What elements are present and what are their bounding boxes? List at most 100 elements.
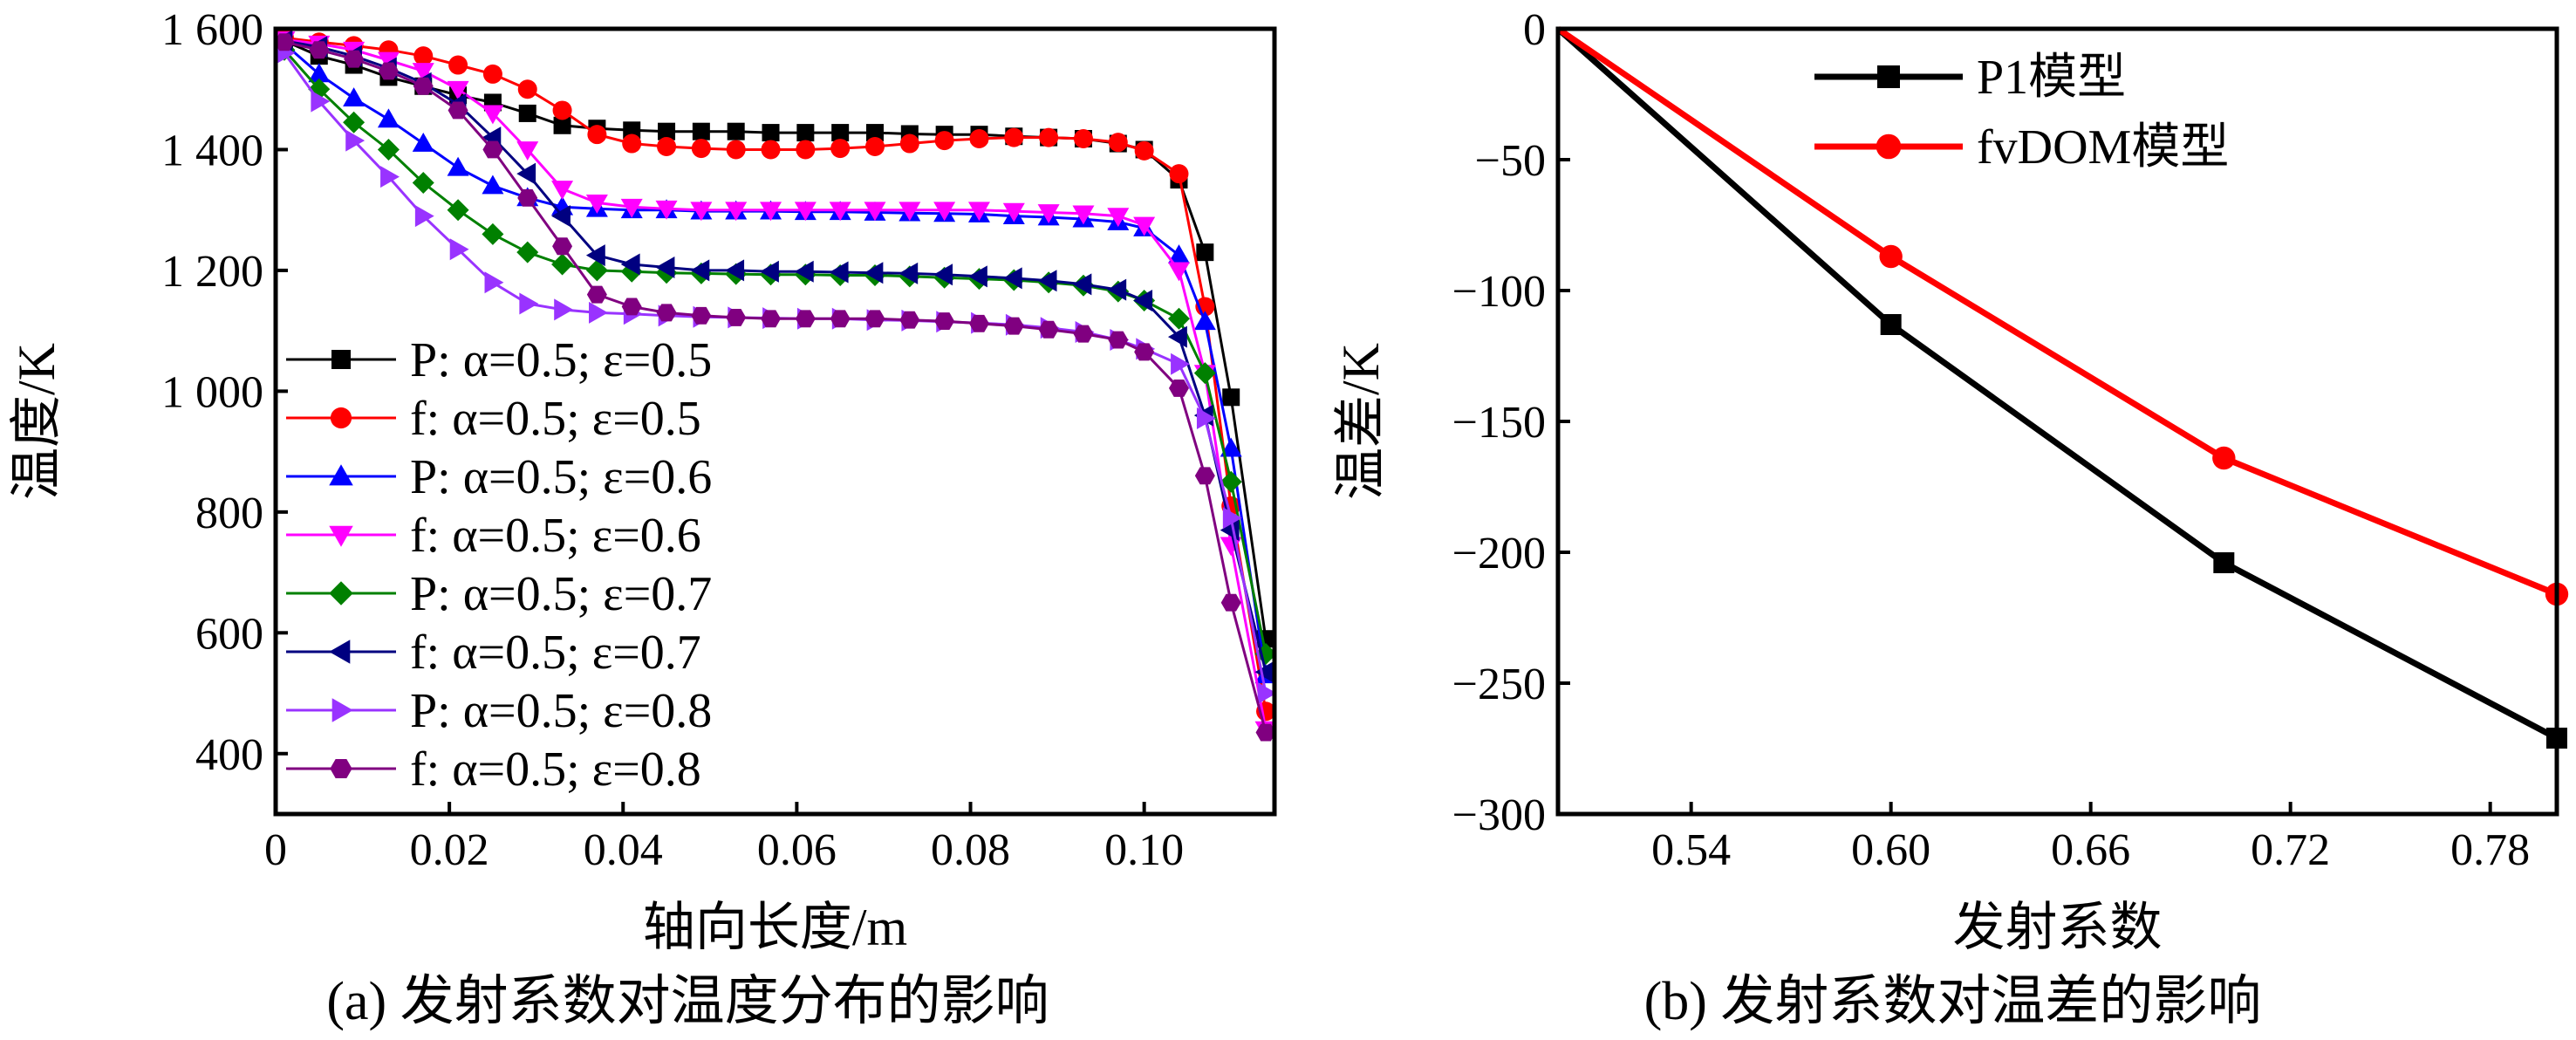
y-tick-label: 0 — [1523, 5, 1546, 55]
legend-label: P: α=0.5; ε=0.8 — [410, 684, 712, 738]
data-point — [412, 63, 434, 82]
data-point — [377, 138, 400, 161]
data-point — [899, 202, 921, 222]
data-point — [864, 310, 885, 328]
data-point — [691, 306, 712, 325]
data-point — [690, 202, 713, 222]
legend-marker — [331, 350, 351, 369]
data-point — [343, 111, 366, 133]
data-point — [551, 181, 574, 200]
legend-label: P1模型 — [1977, 51, 2126, 105]
data-point — [1072, 205, 1095, 225]
x-tick-label: 0 — [264, 825, 287, 875]
data-point — [794, 202, 817, 222]
legend-entry: P: α=0.5; ε=0.5 — [286, 333, 712, 387]
data-point — [585, 244, 605, 267]
data-point — [413, 77, 434, 95]
data-point — [761, 310, 782, 328]
data-point — [1107, 208, 1130, 228]
data-point — [796, 124, 815, 142]
data-point — [345, 129, 366, 152]
legend-label: fvDOM模型 — [1977, 120, 2229, 174]
legend-entry: fvDOM模型 — [1814, 120, 2229, 174]
data-point — [761, 140, 781, 160]
data-point — [1073, 325, 1094, 343]
data-point — [725, 202, 748, 222]
legend-label: f: α=0.5; ε=0.5 — [410, 392, 701, 446]
data-point — [620, 198, 643, 218]
data-point — [829, 261, 849, 284]
x-tick-label: 0.78 — [2450, 825, 2530, 875]
legend-marker — [331, 698, 353, 722]
data-point — [967, 202, 990, 222]
data-point — [899, 133, 919, 154]
data-point — [1220, 470, 1242, 493]
data-point — [482, 105, 504, 125]
data-point — [1072, 273, 1092, 296]
y-tick-label: 800 — [195, 489, 263, 538]
data-point — [1133, 216, 1156, 236]
data-point — [967, 265, 987, 288]
data-point — [620, 253, 640, 276]
data-point — [482, 64, 502, 84]
data-point — [448, 55, 468, 75]
data-point — [690, 259, 710, 282]
data-point — [830, 139, 851, 159]
data-point — [899, 262, 919, 284]
data-point — [311, 90, 331, 113]
chart-panel-b: 0.54 0.60 0.66 0.72 0.78 −300 −250 −200 −150 −100… — [1332, 5, 2569, 1031]
data-point — [760, 260, 779, 283]
data-point — [726, 308, 747, 326]
data-point — [2213, 552, 2235, 573]
y-tick-label: −250 — [1452, 660, 1546, 709]
y-tick-label: −50 — [1475, 136, 1546, 186]
data-point — [1196, 407, 1216, 430]
data-point — [623, 121, 641, 140]
panel-b-caption: (b) 发射系数对温差的影响 — [1644, 972, 2262, 1031]
panel-b-legend: P1模型 fvDOM模型 — [1814, 51, 2229, 174]
legend-label: P: α=0.5; ε=0.5 — [410, 333, 712, 387]
panel-b-x-axis-title: 发射系数 — [1953, 899, 2163, 956]
x-tick-label: 0.08 — [931, 825, 1010, 875]
data-point — [1167, 325, 1187, 348]
data-point — [516, 162, 536, 185]
data-point — [517, 188, 538, 207]
series-line — [1555, 26, 2559, 742]
panel-b-plot-frame — [1555, 26, 2559, 817]
legend-entry: f: α=0.5; ε=0.8 — [286, 742, 701, 797]
legend-entry: P: α=0.5; ε=0.6 — [286, 450, 712, 504]
data-point — [449, 238, 469, 261]
x-tick-label: 0.66 — [2051, 825, 2130, 875]
panel-a-legend: P: α=0.5; ε=0.5f: α=0.5; ε=0.5P: α=0.5; … — [286, 333, 712, 797]
legend-marker — [329, 464, 353, 486]
data-point — [343, 87, 366, 106]
panel-a-axes: 0 0.02 0.04 0.06 0.08 0.10 400 600 800 1 000 1 200… — [161, 5, 1184, 875]
x-tick-label: 0.06 — [757, 825, 837, 875]
data-point — [899, 311, 920, 329]
data-point — [655, 200, 678, 220]
data-point — [656, 304, 677, 322]
data-point — [1167, 244, 1190, 263]
panel-a-series — [273, 28, 1277, 742]
data-point — [968, 314, 989, 332]
chart-panel-a: 0 0.02 0.04 0.06 0.08 0.10 400 600 800 1 000 1 200… — [8, 5, 1277, 1031]
legend-marker — [329, 640, 351, 664]
data-point — [377, 108, 400, 128]
legend-entry: P: α=0.5; ε=0.8 — [286, 684, 712, 738]
legend-label: P: α=0.5; ε=0.6 — [410, 450, 712, 504]
data-point — [934, 131, 954, 151]
data-point — [1220, 593, 1241, 612]
y-tick-label: 1 000 — [161, 367, 263, 417]
legend-entry: P1模型 — [1814, 51, 2126, 105]
legend-entry: f: α=0.5; ε=0.5 — [286, 392, 701, 446]
data-point — [933, 202, 956, 222]
data-point — [934, 312, 955, 331]
data-point — [1002, 267, 1022, 290]
data-point — [831, 124, 850, 142]
data-point — [657, 137, 677, 156]
data-point — [516, 141, 539, 161]
data-point — [1002, 202, 1025, 222]
data-point — [378, 62, 399, 80]
panel-b-y-axis-title: 温差/K — [1332, 343, 1390, 500]
